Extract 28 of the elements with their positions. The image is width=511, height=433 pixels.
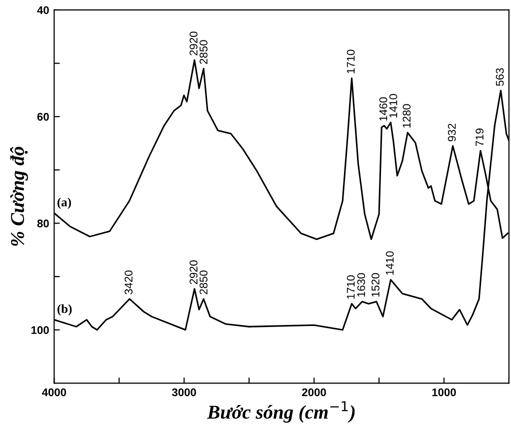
x-tick-label: 4000	[42, 388, 66, 396]
annotation: 719	[476, 128, 484, 146]
annotation: 1410	[386, 251, 394, 275]
y-axis-title: % Cường độ	[10, 146, 28, 246]
x-tick-label: 2000	[302, 388, 326, 396]
x-tick-label: 3000	[172, 388, 196, 396]
annotation: 2850	[200, 40, 208, 64]
y-tick-label: 80	[37, 220, 49, 228]
annotation: 1520	[372, 273, 380, 297]
annotation: 1280	[402, 104, 411, 128]
y-tick-label: 40	[37, 6, 49, 14]
series-label: (a)	[57, 198, 71, 209]
annotation: 2920	[190, 32, 198, 56]
annotation: 1710	[346, 50, 355, 74]
annotation: 1630	[357, 273, 366, 297]
x-axis-title: Bước sóng (cm$^{−1}$)	[207, 401, 355, 423]
annotation: 2920	[190, 260, 198, 284]
series-label: (b)	[57, 304, 72, 316]
annotation: 932	[448, 124, 456, 142]
y-tick-label: 60	[37, 112, 49, 121]
annotation: 1460	[379, 97, 388, 121]
annotation: 563	[496, 68, 504, 86]
x-tick-label: 1000	[432, 388, 456, 396]
annotation: 1710	[346, 275, 355, 299]
y-tick-label: 100	[31, 326, 49, 334]
annotation: 1410	[389, 94, 398, 118]
annotation: 2850	[200, 270, 208, 294]
annotation: 3420	[124, 270, 133, 294]
